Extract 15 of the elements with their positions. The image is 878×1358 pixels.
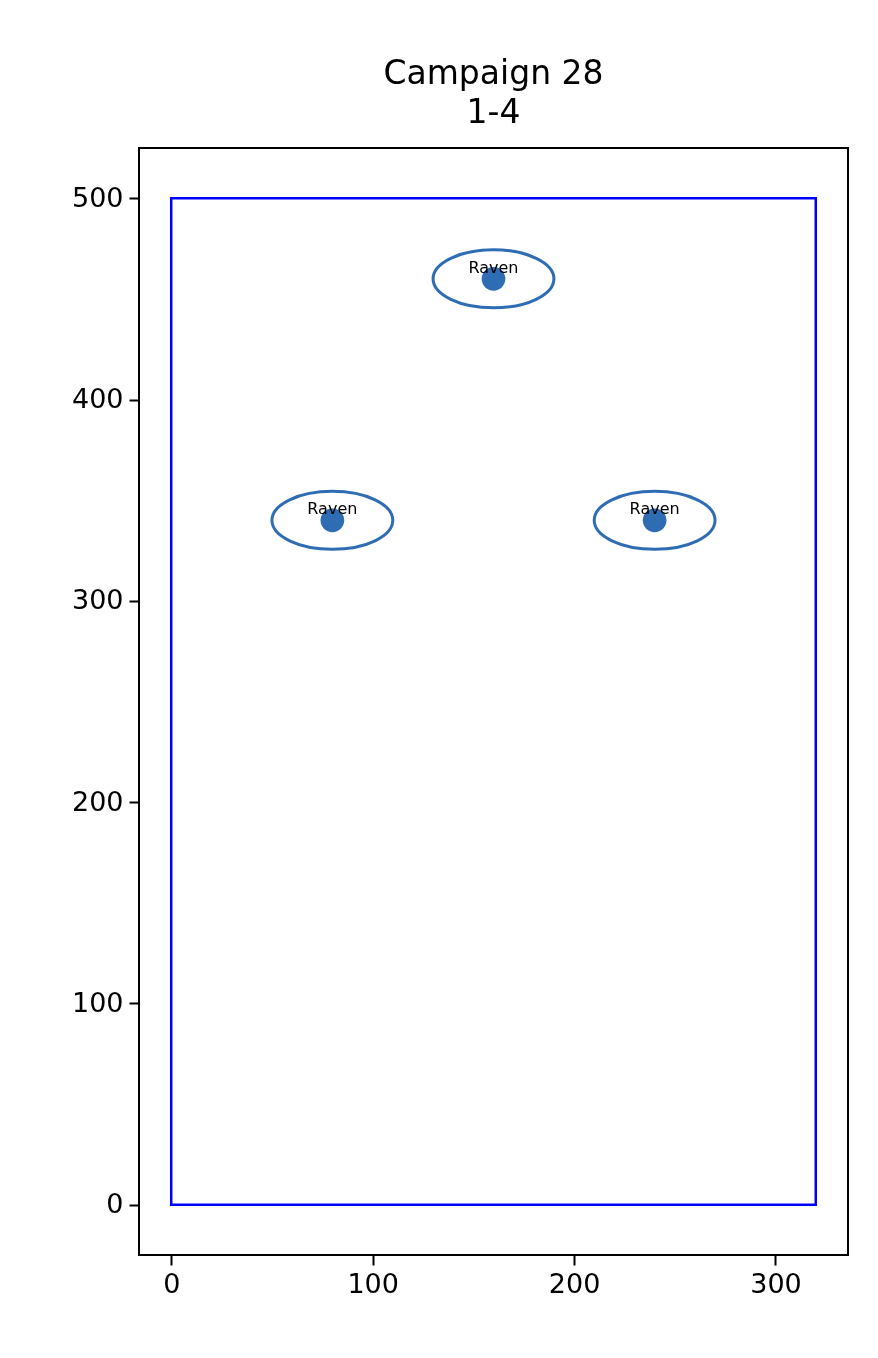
y-tick-label: 200 xyxy=(71,785,124,817)
annotation: Raven xyxy=(307,499,358,519)
y-tick-label: 400 xyxy=(71,383,124,415)
chart-subtitle: 1-4 xyxy=(466,92,521,131)
chart-title: Campaign 28 xyxy=(383,53,604,92)
y-tick-label: 300 xyxy=(71,584,124,616)
y-tick-label: 0 xyxy=(106,1188,124,1220)
annotation: Raven xyxy=(468,257,519,277)
x-tick-label: 100 xyxy=(347,1267,399,1299)
annotation: Raven xyxy=(629,499,680,519)
y-tick-label: 500 xyxy=(71,181,124,213)
x-tick-label: 300 xyxy=(750,1267,802,1299)
x-tick-label: 0 xyxy=(163,1267,181,1299)
x-tick-label: 200 xyxy=(548,1267,601,1299)
y-tick-label: 100 xyxy=(71,986,124,1018)
